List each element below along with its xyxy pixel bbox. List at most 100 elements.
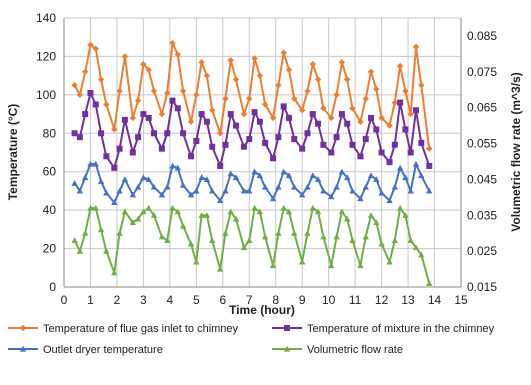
data-point <box>111 126 118 133</box>
data-point <box>76 134 83 141</box>
data-point <box>378 189 385 196</box>
data-point <box>314 208 322 215</box>
data-point <box>304 130 311 137</box>
data-point <box>180 130 187 137</box>
data-point <box>338 111 345 118</box>
data-point <box>280 204 287 211</box>
data-point <box>187 240 195 247</box>
legend-swatch-marker <box>284 325 290 331</box>
data-point <box>92 45 99 52</box>
axes <box>63 18 462 288</box>
data-point <box>418 139 425 146</box>
data-point <box>280 168 287 175</box>
data-point <box>233 122 240 129</box>
data-point <box>402 126 409 133</box>
data-point <box>304 183 311 190</box>
data-point <box>216 265 224 272</box>
y-tick-label: 40 <box>43 203 57 217</box>
data-point <box>232 174 240 181</box>
data-point <box>368 114 375 121</box>
data-point <box>309 204 316 211</box>
data-point <box>134 97 142 104</box>
data-point <box>315 120 322 127</box>
data-point <box>251 109 258 116</box>
data-point <box>426 280 433 287</box>
y2-tick-label: 0.035 <box>467 208 497 222</box>
data-point <box>291 136 298 143</box>
data-point <box>134 183 142 190</box>
data-point <box>309 111 316 118</box>
data-point <box>328 193 335 200</box>
data-point <box>174 51 182 58</box>
data-point <box>291 230 298 236</box>
y-tick-label: 80 <box>43 126 57 140</box>
x-tick-label: 4 <box>167 293 174 307</box>
data-point <box>309 172 316 179</box>
data-point <box>217 162 224 169</box>
data-point <box>386 122 393 129</box>
data-point <box>158 145 165 152</box>
data-point <box>407 110 414 118</box>
x-tick-label: 7 <box>246 293 253 307</box>
legend-label: Temperature of mixture in the chimney <box>307 323 495 335</box>
legend-swatch-marker <box>19 324 27 332</box>
x-tick-label: 8 <box>272 293 279 307</box>
data-point <box>227 111 234 118</box>
data-point <box>333 134 340 141</box>
data-point <box>280 49 287 56</box>
gridlines <box>64 17 461 287</box>
data-point <box>396 62 404 70</box>
data-point <box>304 87 311 95</box>
data-point <box>71 237 78 243</box>
series-2 <box>71 89 433 171</box>
data-point <box>314 76 322 83</box>
data-point <box>71 130 78 137</box>
series-4 <box>71 204 433 287</box>
data-point <box>261 183 269 190</box>
data-point <box>275 183 282 190</box>
legend-item: Temperature of flue gas inlet to chimney <box>8 323 239 335</box>
data-point <box>111 269 118 276</box>
data-point <box>246 95 253 102</box>
data-point <box>291 183 298 190</box>
legend-swatch-marker <box>19 345 27 352</box>
data-point <box>262 139 269 146</box>
data-point <box>386 258 393 265</box>
y2-tick-label: 0.075 <box>467 65 497 79</box>
data-point <box>222 95 229 102</box>
data-point <box>98 130 105 137</box>
data-point <box>426 162 433 169</box>
data-point <box>412 160 420 167</box>
data-point <box>320 141 327 148</box>
data-point <box>338 208 346 215</box>
y2-tick-label: 0.055 <box>467 137 497 151</box>
data-point <box>203 212 211 218</box>
data-point <box>349 141 356 148</box>
data-point <box>320 233 327 240</box>
data-point <box>333 183 340 190</box>
data-point <box>116 145 123 152</box>
data-point <box>92 160 99 167</box>
data-point <box>378 240 385 247</box>
data-point <box>328 149 335 156</box>
data-point <box>338 168 346 175</box>
y-tick-label: 20 <box>43 242 57 256</box>
data-point <box>357 153 364 160</box>
data-point <box>97 226 105 233</box>
data-point <box>343 174 351 181</box>
data-point <box>367 68 375 75</box>
legend: Temperature of flue gas inlet to chimney… <box>8 323 495 356</box>
legend-label: Volumetric flow rate <box>307 344 403 356</box>
series-line <box>73 163 431 204</box>
data-point <box>261 233 269 240</box>
data-point <box>362 183 369 190</box>
data-point <box>391 141 398 148</box>
data-point <box>135 134 142 141</box>
data-point <box>256 208 264 215</box>
data-point <box>391 237 399 243</box>
data-point <box>103 101 110 108</box>
data-point <box>343 76 351 83</box>
data-point <box>251 204 258 211</box>
data-point <box>357 118 364 125</box>
